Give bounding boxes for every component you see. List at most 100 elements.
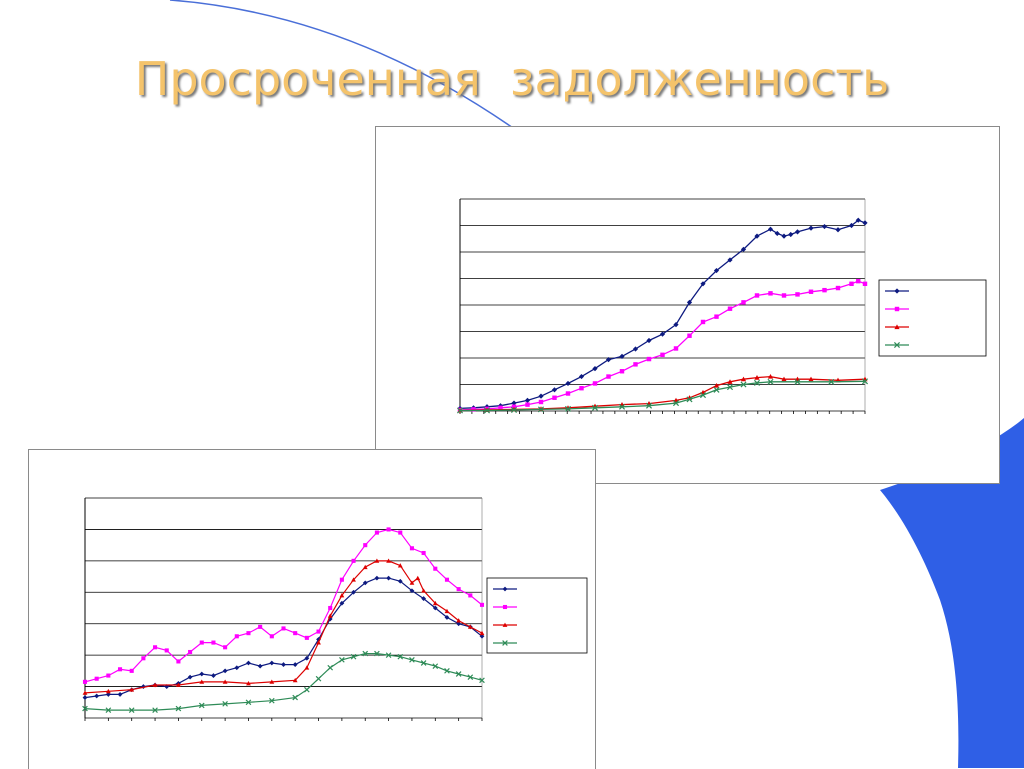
marker-9 xyxy=(579,386,584,391)
marker-24 xyxy=(467,674,474,680)
marker-8 xyxy=(268,697,275,704)
marker-8 xyxy=(672,400,680,407)
marker-22 xyxy=(432,600,438,606)
marker-8 xyxy=(269,679,275,684)
marker-28 xyxy=(409,588,415,594)
marker-23 xyxy=(444,608,450,614)
marker-19 xyxy=(713,267,720,274)
marker-10 xyxy=(199,671,205,677)
marker-16 xyxy=(269,660,275,666)
marker-legend-1 xyxy=(894,306,900,312)
series-1 xyxy=(82,527,485,684)
marker-15 xyxy=(362,564,368,570)
marker-20 xyxy=(316,629,321,634)
marker-32 xyxy=(456,621,462,627)
marker-3 xyxy=(152,707,158,713)
marker-legend-2 xyxy=(894,324,900,330)
marker-2 xyxy=(510,406,518,413)
marker-23 xyxy=(351,558,356,563)
decor-blue-shape xyxy=(880,418,1024,768)
marker-23 xyxy=(767,226,774,232)
marker-3 xyxy=(117,667,123,672)
marker-16 xyxy=(374,558,380,563)
marker-25 xyxy=(479,677,485,684)
series-3 xyxy=(456,378,869,414)
marker-17 xyxy=(281,626,286,631)
marker-10 xyxy=(699,392,707,399)
marker-7 xyxy=(551,387,558,393)
marker-22 xyxy=(339,577,344,582)
marker-18 xyxy=(861,378,869,385)
marker-25 xyxy=(374,575,380,581)
marker-0 xyxy=(82,690,88,695)
marker-9 xyxy=(292,677,298,683)
marker-2 xyxy=(105,692,111,697)
marker-4 xyxy=(564,405,572,412)
marker-4 xyxy=(511,404,517,409)
marker-16 xyxy=(673,346,679,351)
chart-overdue-debt-share xyxy=(28,449,596,769)
marker-13 xyxy=(633,362,638,367)
marker-11 xyxy=(315,675,322,682)
slide-title: Просроченная задолженность xyxy=(134,52,890,106)
marker-18 xyxy=(292,662,298,667)
marker-legend-1 xyxy=(502,604,508,610)
marker-10 xyxy=(199,640,204,645)
marker-16 xyxy=(781,376,787,382)
marker-4 xyxy=(175,705,182,712)
marker-26 xyxy=(808,289,814,294)
marker-1 xyxy=(94,693,100,699)
marker-30 xyxy=(856,278,861,284)
marker-14 xyxy=(754,375,760,380)
marker-1 xyxy=(94,676,99,681)
marker-5 xyxy=(198,702,205,709)
marker-16 xyxy=(269,634,274,639)
chart-overdue-debt-billions xyxy=(375,126,1000,484)
series-line xyxy=(84,577,483,699)
marker-1 xyxy=(105,688,111,694)
marker-4 xyxy=(511,400,517,406)
marker-11 xyxy=(211,673,216,678)
marker-7 xyxy=(552,395,557,400)
marker-17 xyxy=(281,662,286,667)
marker-19 xyxy=(409,580,415,585)
marker-12 xyxy=(222,668,228,674)
marker-11 xyxy=(606,374,611,379)
marker-18 xyxy=(700,319,706,325)
marker-10 xyxy=(304,665,310,670)
marker-8 xyxy=(565,391,571,396)
marker-14 xyxy=(246,660,251,666)
marker-9 xyxy=(188,649,193,655)
marker-1 xyxy=(105,707,112,713)
marker-6 xyxy=(222,679,228,684)
marker-11 xyxy=(713,382,720,388)
marker-11 xyxy=(713,386,720,393)
marker-9 xyxy=(686,396,693,403)
marker-24 xyxy=(363,543,368,548)
marker-29 xyxy=(421,596,427,601)
marker-13 xyxy=(632,346,639,352)
marker-22 xyxy=(339,600,345,606)
marker-24 xyxy=(781,293,787,298)
marker-23 xyxy=(455,671,462,677)
marker-14 xyxy=(350,653,357,660)
marker-7 xyxy=(164,648,169,653)
marker-5 xyxy=(524,397,531,403)
marker-31 xyxy=(444,615,450,620)
marker-16 xyxy=(374,650,380,657)
marker-27 xyxy=(397,578,403,584)
marker-2 xyxy=(106,673,111,678)
marker-29 xyxy=(821,223,828,230)
marker-21 xyxy=(421,588,427,593)
marker-15 xyxy=(257,663,263,669)
marker-18 xyxy=(700,281,706,287)
marker-30 xyxy=(835,227,841,233)
series-1 xyxy=(457,278,868,413)
marker-22 xyxy=(754,293,760,298)
series-line xyxy=(84,653,483,711)
marker-0 xyxy=(82,679,88,684)
marker-17 xyxy=(385,652,392,658)
marker-13 xyxy=(740,381,747,388)
marker-28 xyxy=(808,225,814,231)
